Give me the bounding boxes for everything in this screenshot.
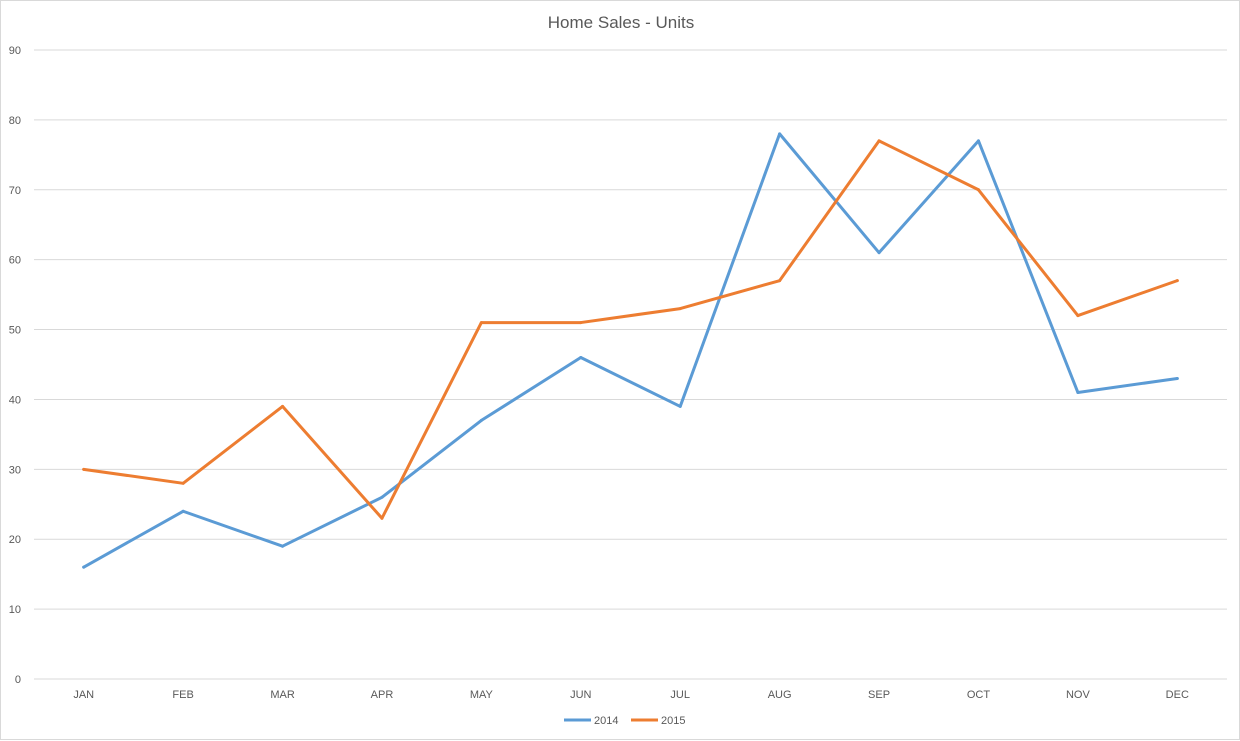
x-tick-label: DEC [1166, 689, 1189, 701]
series-line-2014 [82, 132, 1179, 569]
data-point-2014 [181, 509, 185, 513]
x-axis-ticks: JAN FEB MAR APR MAY JUN JUL AUG SEP OCT NOV DEC [73, 689, 1189, 701]
data-point-2015 [1076, 314, 1080, 318]
data-point-2014 [1076, 390, 1080, 394]
data-point-2015 [976, 188, 980, 192]
y-tick-label: 20 [9, 534, 21, 546]
data-point-2014 [380, 495, 384, 499]
data-point-2015 [877, 139, 881, 143]
y-tick-label: 50 [9, 325, 21, 337]
data-point-2015 [181, 481, 185, 485]
data-point-2014 [281, 544, 285, 548]
data-point-2014 [877, 251, 881, 255]
y-tick-label: 80 [9, 115, 21, 127]
data-point-2014 [1175, 376, 1179, 380]
x-tick-label: JUL [670, 689, 690, 701]
legend: 2014 2015 [564, 715, 685, 727]
data-point-2015 [678, 307, 682, 311]
y-tick-label: 30 [9, 464, 21, 476]
series-lines [82, 132, 1179, 569]
data-point-2015 [380, 516, 384, 520]
x-tick-label: JAN [73, 689, 94, 701]
data-point-2015 [778, 279, 782, 283]
y-tick-label: 40 [9, 394, 21, 406]
y-tick-label: 70 [9, 185, 21, 197]
data-point-2014 [678, 404, 682, 408]
data-point-2015 [82, 467, 86, 471]
y-tick-label: 90 [9, 45, 21, 57]
x-tick-label: SEP [868, 689, 890, 701]
data-point-2015 [579, 321, 583, 325]
x-tick-label: MAY [470, 689, 494, 701]
x-tick-label: AUG [768, 689, 792, 701]
x-tick-label: APR [371, 689, 394, 701]
data-point-2015 [1175, 279, 1179, 283]
series-line-2015 [82, 139, 1179, 520]
data-point-2014 [778, 132, 782, 136]
data-point-2014 [479, 418, 483, 422]
data-point-2014 [976, 139, 980, 143]
data-point-2014 [579, 356, 583, 360]
x-tick-label: NOV [1066, 689, 1091, 701]
x-tick-label: JUN [570, 689, 591, 701]
data-point-2015 [281, 404, 285, 408]
x-tick-label: MAR [270, 689, 295, 701]
gridlines [34, 49, 1227, 680]
y-tick-label: 10 [9, 604, 21, 616]
legend-label: 2014 [594, 715, 618, 727]
y-axis-ticks: 0 10 20 30 40 50 60 70 80 90 [9, 45, 21, 686]
data-point-2015 [479, 321, 483, 325]
y-tick-label: 60 [9, 255, 21, 267]
chart-title: Home Sales - Units [548, 13, 694, 32]
y-tick-label: 0 [15, 674, 21, 686]
legend-label: 2015 [661, 715, 685, 727]
data-point-2014 [82, 565, 86, 569]
x-tick-label: OCT [967, 689, 991, 701]
x-tick-label: FEB [172, 689, 193, 701]
